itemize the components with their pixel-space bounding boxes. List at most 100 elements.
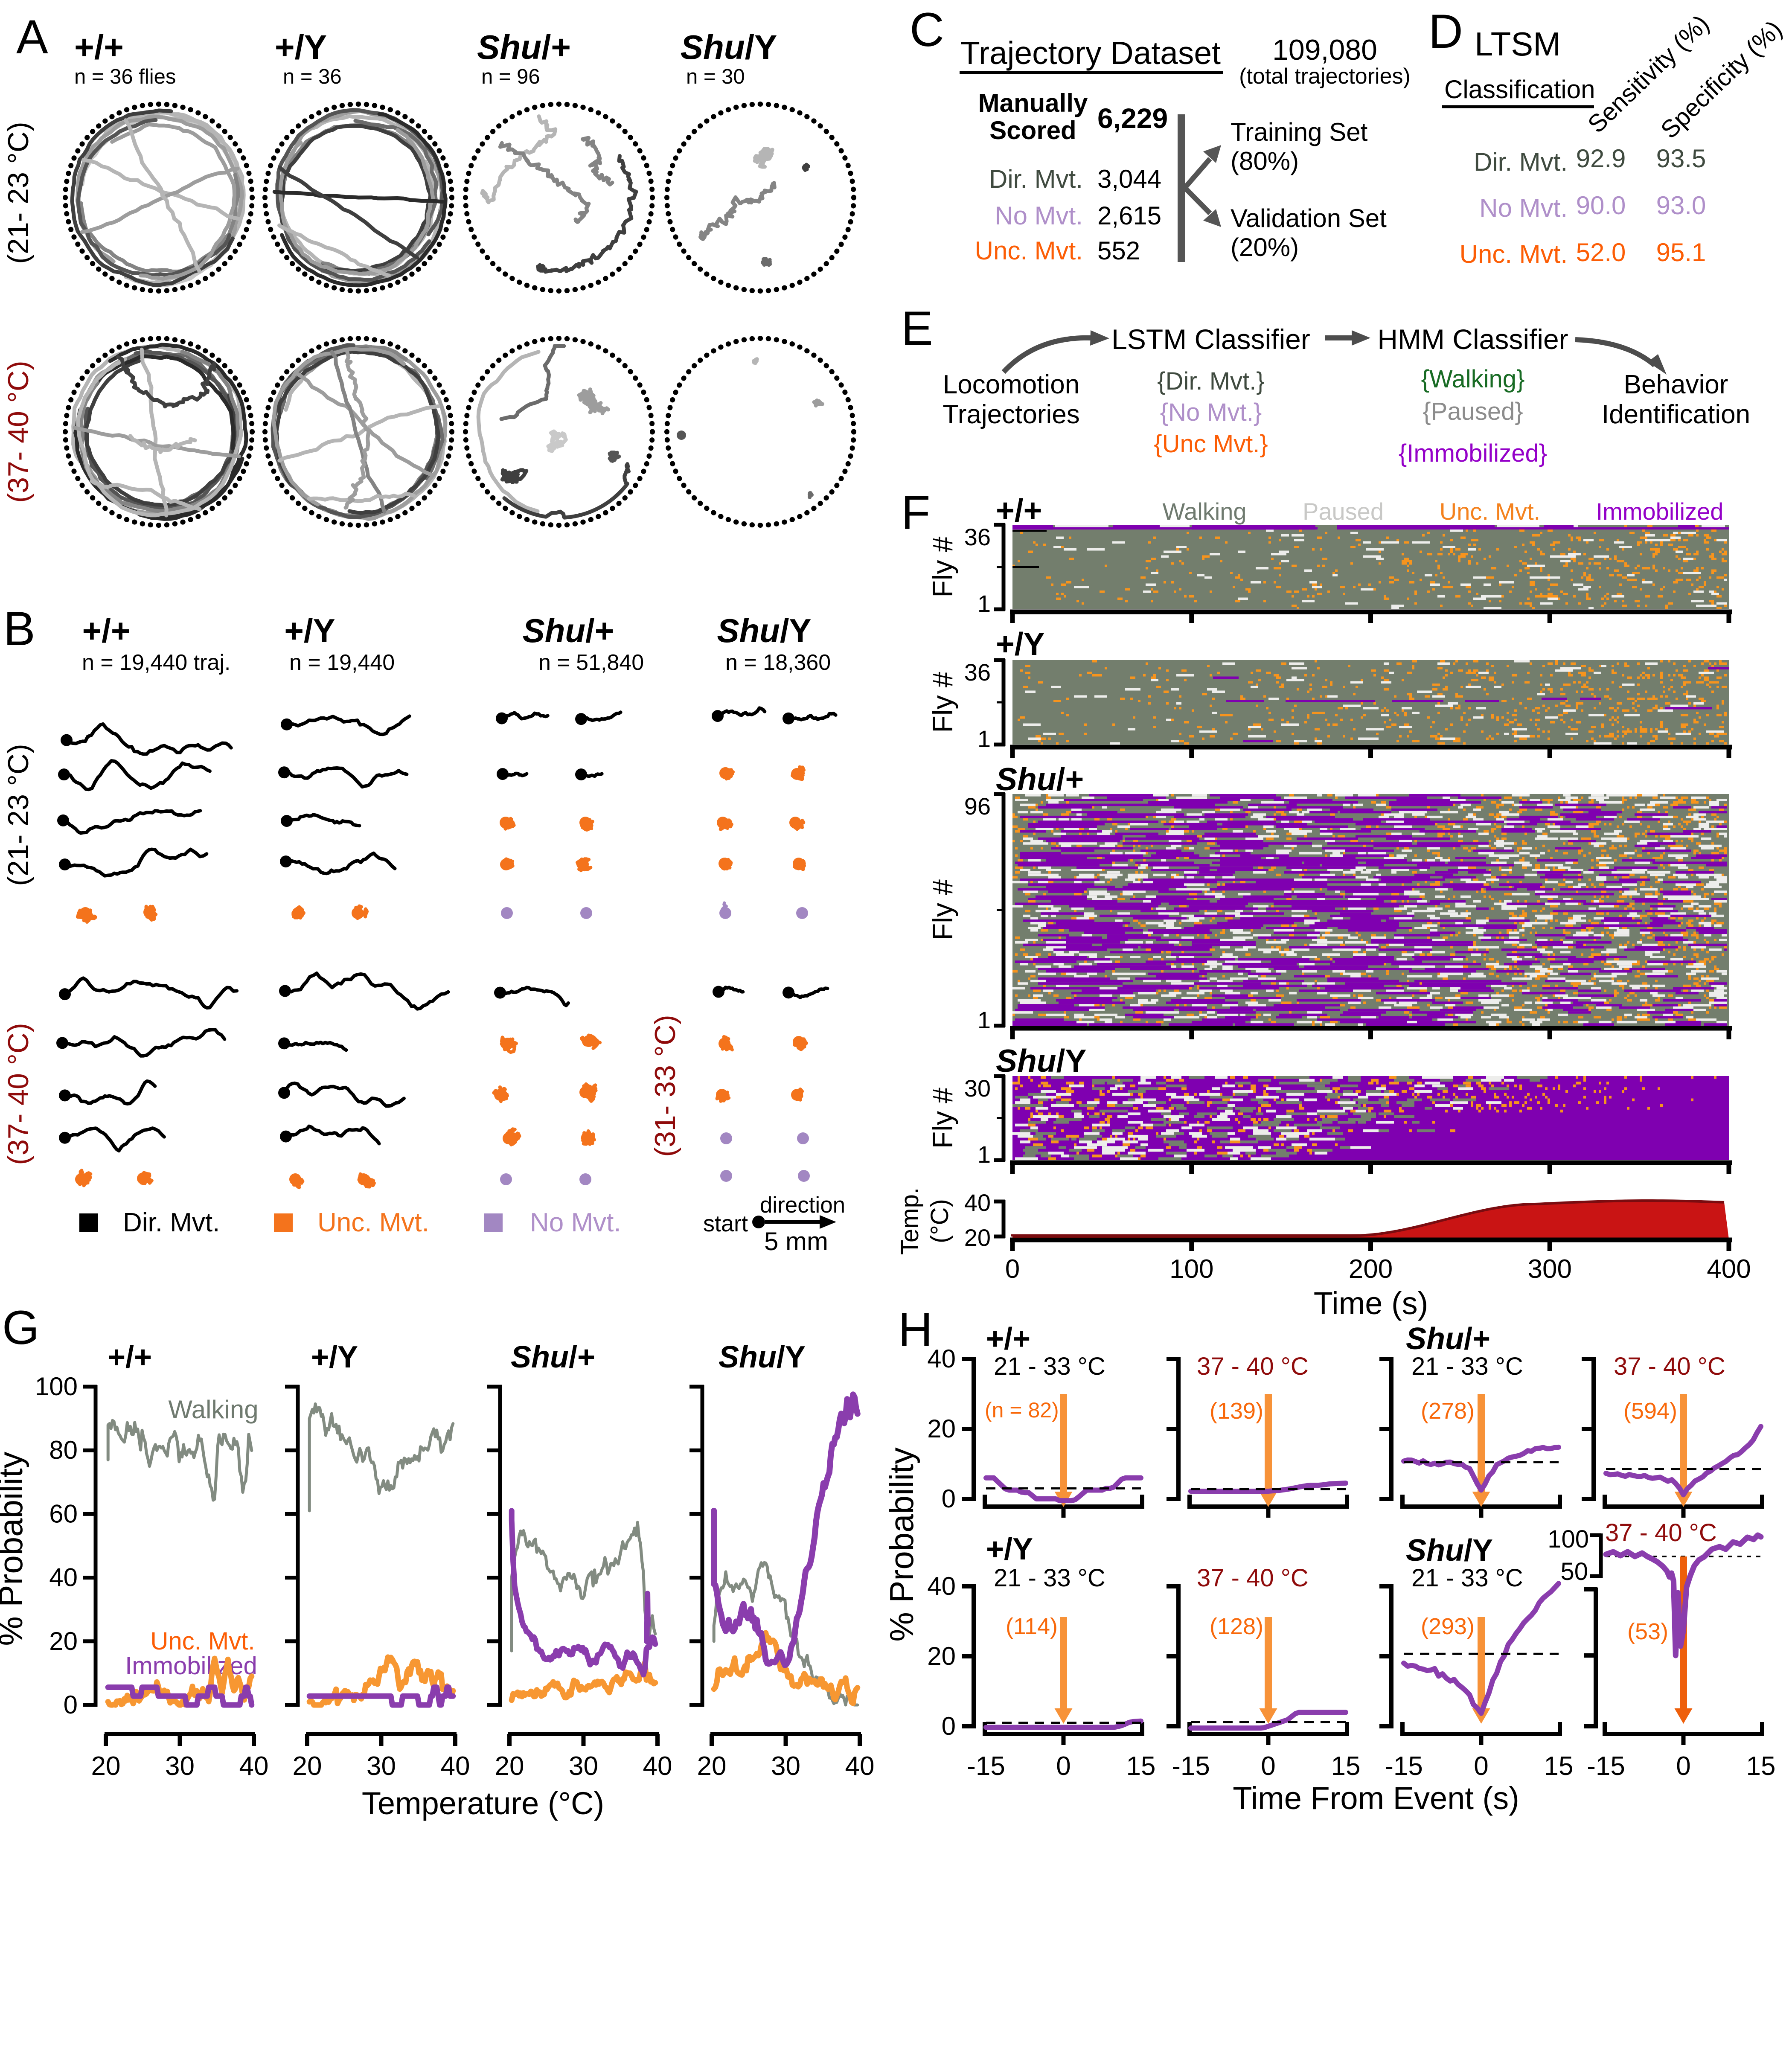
- svg-text:40: 40: [441, 1751, 470, 1781]
- svg-text:100: 100: [1548, 1525, 1589, 1553]
- svg-text:Classification: Classification: [1444, 75, 1595, 104]
- svg-text:Shu/+: Shu/+: [523, 612, 614, 649]
- svg-text:1: 1: [977, 1141, 991, 1168]
- svg-text:(31- 33 °C): (31- 33 °C): [649, 1015, 681, 1157]
- svg-text:B: B: [3, 602, 35, 655]
- svg-text:0: 0: [942, 1712, 956, 1740]
- svg-text:36: 36: [964, 524, 991, 550]
- svg-text:20: 20: [293, 1751, 322, 1781]
- svg-text:95.1: 95.1: [1656, 238, 1706, 267]
- svg-text:+/Y: +/Y: [275, 28, 327, 66]
- svg-text:Shu/+: Shu/+: [511, 1340, 595, 1374]
- svg-text:21 - 33 °C: 21 - 33 °C: [1411, 1564, 1523, 1592]
- svg-text:(37- 40 °C): (37- 40 °C): [2, 1023, 35, 1165]
- svg-text:60: 60: [49, 1499, 78, 1528]
- svg-text:40: 40: [927, 1344, 956, 1373]
- svg-text:{Dir. Mvt.}: {Dir. Mvt.}: [1157, 367, 1264, 395]
- svg-text:20: 20: [495, 1751, 524, 1781]
- svg-text:Temperature (°C): Temperature (°C): [362, 1786, 604, 1821]
- svg-text:93.5: 93.5: [1656, 144, 1706, 173]
- svg-text:0: 0: [64, 1690, 78, 1719]
- svg-text:Time (s): Time (s): [1314, 1286, 1428, 1321]
- svg-text:37 - 40 °C: 37 - 40 °C: [1197, 1353, 1309, 1380]
- svg-text:0: 0: [1474, 1751, 1488, 1781]
- svg-text:Dir. Mvt.: Dir. Mvt.: [1474, 148, 1568, 176]
- svg-text:Training Set: Training Set: [1231, 118, 1368, 146]
- svg-text:0: 0: [1056, 1751, 1071, 1781]
- svg-text:40: 40: [964, 1189, 991, 1216]
- svg-text:20: 20: [49, 1627, 78, 1655]
- svg-text:(21- 23 °C): (21- 23 °C): [2, 744, 35, 886]
- svg-text:20: 20: [964, 1224, 991, 1251]
- svg-text:n = 30: n = 30: [686, 65, 745, 88]
- svg-text:Temp.: Temp.: [896, 1187, 924, 1255]
- svg-text:(53): (53): [1627, 1619, 1668, 1644]
- svg-text:3,044: 3,044: [1097, 165, 1161, 193]
- svg-text:+/+: +/+: [82, 612, 131, 649]
- svg-text:(293): (293): [1421, 1614, 1475, 1639]
- svg-text:30: 30: [569, 1751, 598, 1781]
- svg-text:80: 80: [49, 1436, 78, 1464]
- svg-text:start: start: [703, 1211, 748, 1236]
- svg-text:Immobilized: Immobilized: [1596, 498, 1724, 525]
- svg-text:(594): (594): [1623, 1398, 1677, 1424]
- svg-text:(37- 40 °C): (37- 40 °C): [2, 361, 35, 503]
- svg-text:Shu/Y: Shu/Y: [996, 1043, 1087, 1079]
- svg-text:Unc. Mvt.: Unc. Mvt.: [151, 1627, 255, 1655]
- svg-text:H: H: [898, 1303, 933, 1356]
- svg-text:37 - 40 °C: 37 - 40 °C: [1614, 1353, 1725, 1380]
- svg-text:Fly #: Fly #: [927, 1088, 958, 1149]
- svg-text:6,229: 6,229: [1097, 102, 1168, 134]
- svg-text:(80%): (80%): [1231, 147, 1299, 175]
- svg-text:n = 96: n = 96: [481, 65, 540, 88]
- svg-text:-15: -15: [1172, 1751, 1210, 1781]
- svg-text:Fly #: Fly #: [927, 879, 958, 940]
- svg-text:-15: -15: [1385, 1751, 1423, 1781]
- svg-text:Validation Set: Validation Set: [1231, 204, 1387, 233]
- svg-text:(n = 82): (n = 82): [985, 1398, 1059, 1422]
- svg-text:Identification: Identification: [1602, 400, 1750, 429]
- svg-text:40: 40: [845, 1751, 875, 1781]
- svg-text:50: 50: [1560, 1558, 1588, 1585]
- svg-text:20: 20: [697, 1751, 727, 1781]
- svg-text:Trajectories: Trajectories: [943, 400, 1080, 429]
- svg-text:LSTM Classifier: LSTM Classifier: [1111, 323, 1310, 355]
- svg-text:40: 40: [643, 1751, 672, 1781]
- svg-text:2,615: 2,615: [1097, 201, 1161, 230]
- svg-text:40: 40: [927, 1572, 956, 1600]
- svg-text:No Mvt.: No Mvt.: [530, 1208, 621, 1237]
- svg-text:C: C: [910, 3, 944, 56]
- svg-text:40: 40: [49, 1563, 78, 1592]
- svg-text:15: 15: [1331, 1751, 1361, 1781]
- svg-text:n = 19,440 traj.: n = 19,440 traj.: [82, 650, 230, 675]
- svg-text:Trajectory Dataset: Trajectory Dataset: [960, 35, 1221, 71]
- svg-text:(total trajectories): (total trajectories): [1239, 64, 1411, 89]
- svg-text:+/+: +/+: [996, 492, 1042, 528]
- svg-text:Dir. Mvt.: Dir. Mvt.: [123, 1208, 220, 1237]
- svg-text:37 - 40 °C: 37 - 40 °C: [1197, 1564, 1309, 1592]
- svg-text:0: 0: [1005, 1254, 1020, 1284]
- svg-text:% Probability: % Probability: [0, 1452, 29, 1646]
- svg-text:1: 1: [977, 725, 991, 752]
- svg-text:20: 20: [927, 1414, 956, 1443]
- svg-text:Fly #: Fly #: [927, 536, 958, 597]
- svg-text:100: 100: [35, 1372, 78, 1401]
- svg-text:15: 15: [1544, 1751, 1574, 1781]
- svg-text:30: 30: [165, 1751, 195, 1781]
- svg-text:0: 0: [942, 1484, 956, 1513]
- svg-text:Behavior: Behavior: [1624, 370, 1728, 399]
- svg-text:30: 30: [771, 1751, 800, 1781]
- svg-text:37 - 40 °C: 37 - 40 °C: [1605, 1519, 1717, 1547]
- svg-text:+/Y: +/Y: [996, 626, 1045, 662]
- svg-text:Shu/+: Shu/+: [996, 761, 1084, 797]
- svg-text:n = 36: n = 36: [283, 65, 342, 88]
- svg-text:30: 30: [964, 1075, 991, 1102]
- svg-text:+/+: +/+: [986, 1322, 1030, 1356]
- svg-text:15: 15: [1746, 1751, 1776, 1781]
- svg-text:+/Y: +/Y: [284, 612, 335, 649]
- svg-text:93.0: 93.0: [1656, 191, 1706, 220]
- svg-text:D: D: [1428, 5, 1463, 58]
- svg-text:300: 300: [1528, 1254, 1572, 1284]
- svg-text:{Paused}: {Paused}: [1423, 398, 1523, 425]
- svg-text:5 mm: 5 mm: [764, 1227, 828, 1256]
